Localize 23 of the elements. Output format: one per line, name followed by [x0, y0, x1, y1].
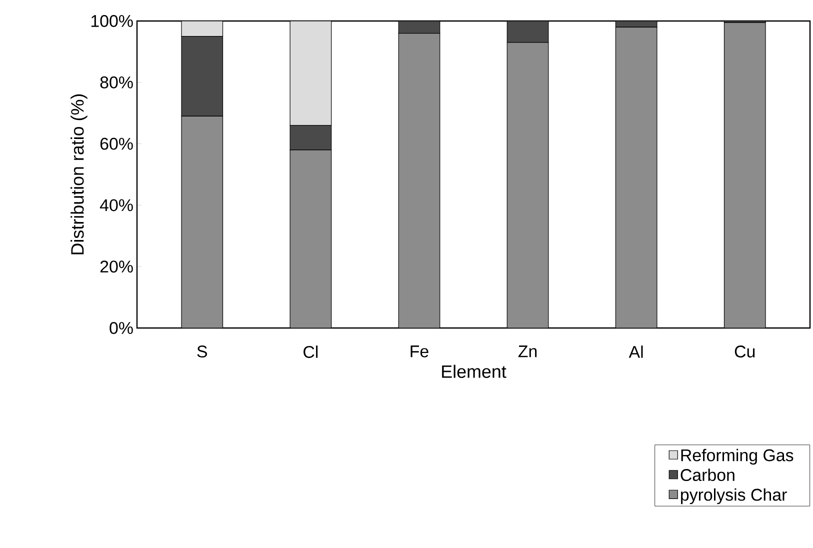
legend-label: Reforming Gas — [681, 448, 794, 465]
y-tick-label: 0% — [110, 322, 133, 334]
y-tick-label: 100% — [91, 15, 133, 27]
y-tick-label: 80% — [100, 76, 133, 88]
x-tick-label: Cu — [734, 346, 755, 358]
x-tick-label: Al — [628, 346, 643, 358]
legend-label: pyrolysis Char — [681, 488, 787, 504]
bar — [506, 21, 549, 43]
y-tick-label: 20% — [100, 260, 133, 273]
bar — [181, 36, 224, 116]
y-tick-label: 40% — [100, 199, 133, 212]
bar — [398, 21, 440, 34]
bar — [181, 21, 224, 37]
x-tick-label: Cl — [304, 346, 318, 358]
y-tick-label: 60% — [100, 138, 133, 150]
bar — [290, 125, 332, 150]
legend-label: Carbon — [680, 468, 734, 482]
x-tick-label: S — [197, 346, 207, 358]
x-tick-label: Zn — [518, 346, 537, 358]
x-axis-title: Element — [442, 364, 506, 378]
y-axis-title: Distribution ratio (%) — [70, 94, 88, 254]
bar — [290, 21, 332, 126]
x-tick-label: Fe — [410, 346, 428, 358]
